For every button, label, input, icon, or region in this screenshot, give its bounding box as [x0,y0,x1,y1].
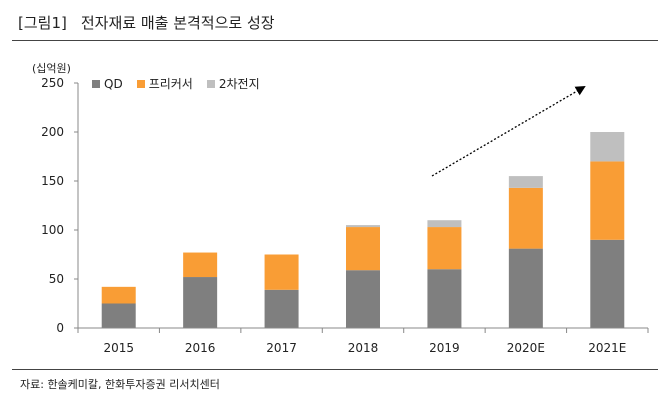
bar-segment-qd [101,303,136,328]
bar-segment-precursor [264,254,299,290]
x-tick-label: 2016 [185,341,216,355]
legend-label-qd: QD [104,76,123,91]
bar-segment-battery [590,132,625,162]
x-tick-label: 2019 [429,341,460,355]
legend-label-battery: 2차전지 [218,77,260,91]
bar-segment-qd [508,248,543,328]
y-tick-label: 50 [49,272,64,286]
legend-swatch-battery [206,79,215,88]
y-tick-label: 150 [41,174,64,188]
x-tick-label: 2020E [507,341,545,355]
y-tick-label: 100 [41,223,64,237]
x-tick-label: 2017 [266,341,297,355]
bar-segment-qd [264,289,299,328]
bar-segment-precursor [508,187,543,249]
trend-arrow [431,85,586,177]
bar-segment-qd [427,269,462,328]
bars [101,132,625,328]
bar-segment-precursor [590,161,625,240]
source-note: 자료: 한솔케미칼, 한화투자증권 리서치센터 [20,378,220,391]
figure-tag: [그림1] [18,14,67,32]
x-tick-label: 2021E [588,341,626,355]
y-tick-label: 250 [41,76,64,90]
legend-item-qd: QD [92,77,123,91]
chart-title: [그림1] 전자재료 매출 본격적으로 성장 [18,12,275,33]
y-axis: 0 50 100 150 200 250 [41,76,79,335]
bar-segment-battery [427,220,462,228]
x-axis: 2015 2016 2017 2018 2019 2020E 2021E [77,327,649,355]
legend-item-precursor: 프리커서 [136,75,193,92]
y-tick-label: 0 [56,321,64,335]
bar-segment-precursor [346,227,380,271]
bar-segment-precursor [427,227,462,270]
bar-segment-qd [346,270,380,328]
bar-segment-battery [508,176,543,188]
legend-swatch-precursor [136,79,145,88]
legend-item-battery: 2차전지 [206,75,260,92]
bar-segment-qd [590,239,625,328]
bar-segment-precursor [101,286,136,304]
bar-segment-qd [183,277,218,328]
bar-segment-battery [346,225,380,228]
legend-swatch-qd [92,79,100,88]
y-tick-label: 200 [41,125,64,139]
y-unit-label: (십억원) [32,62,71,75]
legend: QD 프리커서 2차전지 [92,75,274,92]
x-tick-label: 2015 [103,341,134,355]
source-divider [12,369,658,370]
legend-label-precursor: 프리커서 [148,77,193,91]
x-tick-label: 2018 [348,341,379,355]
title-divider [12,40,658,41]
figure-title: 전자재료 매출 본격적으로 성장 [80,14,275,32]
bar-segment-precursor [183,252,218,278]
